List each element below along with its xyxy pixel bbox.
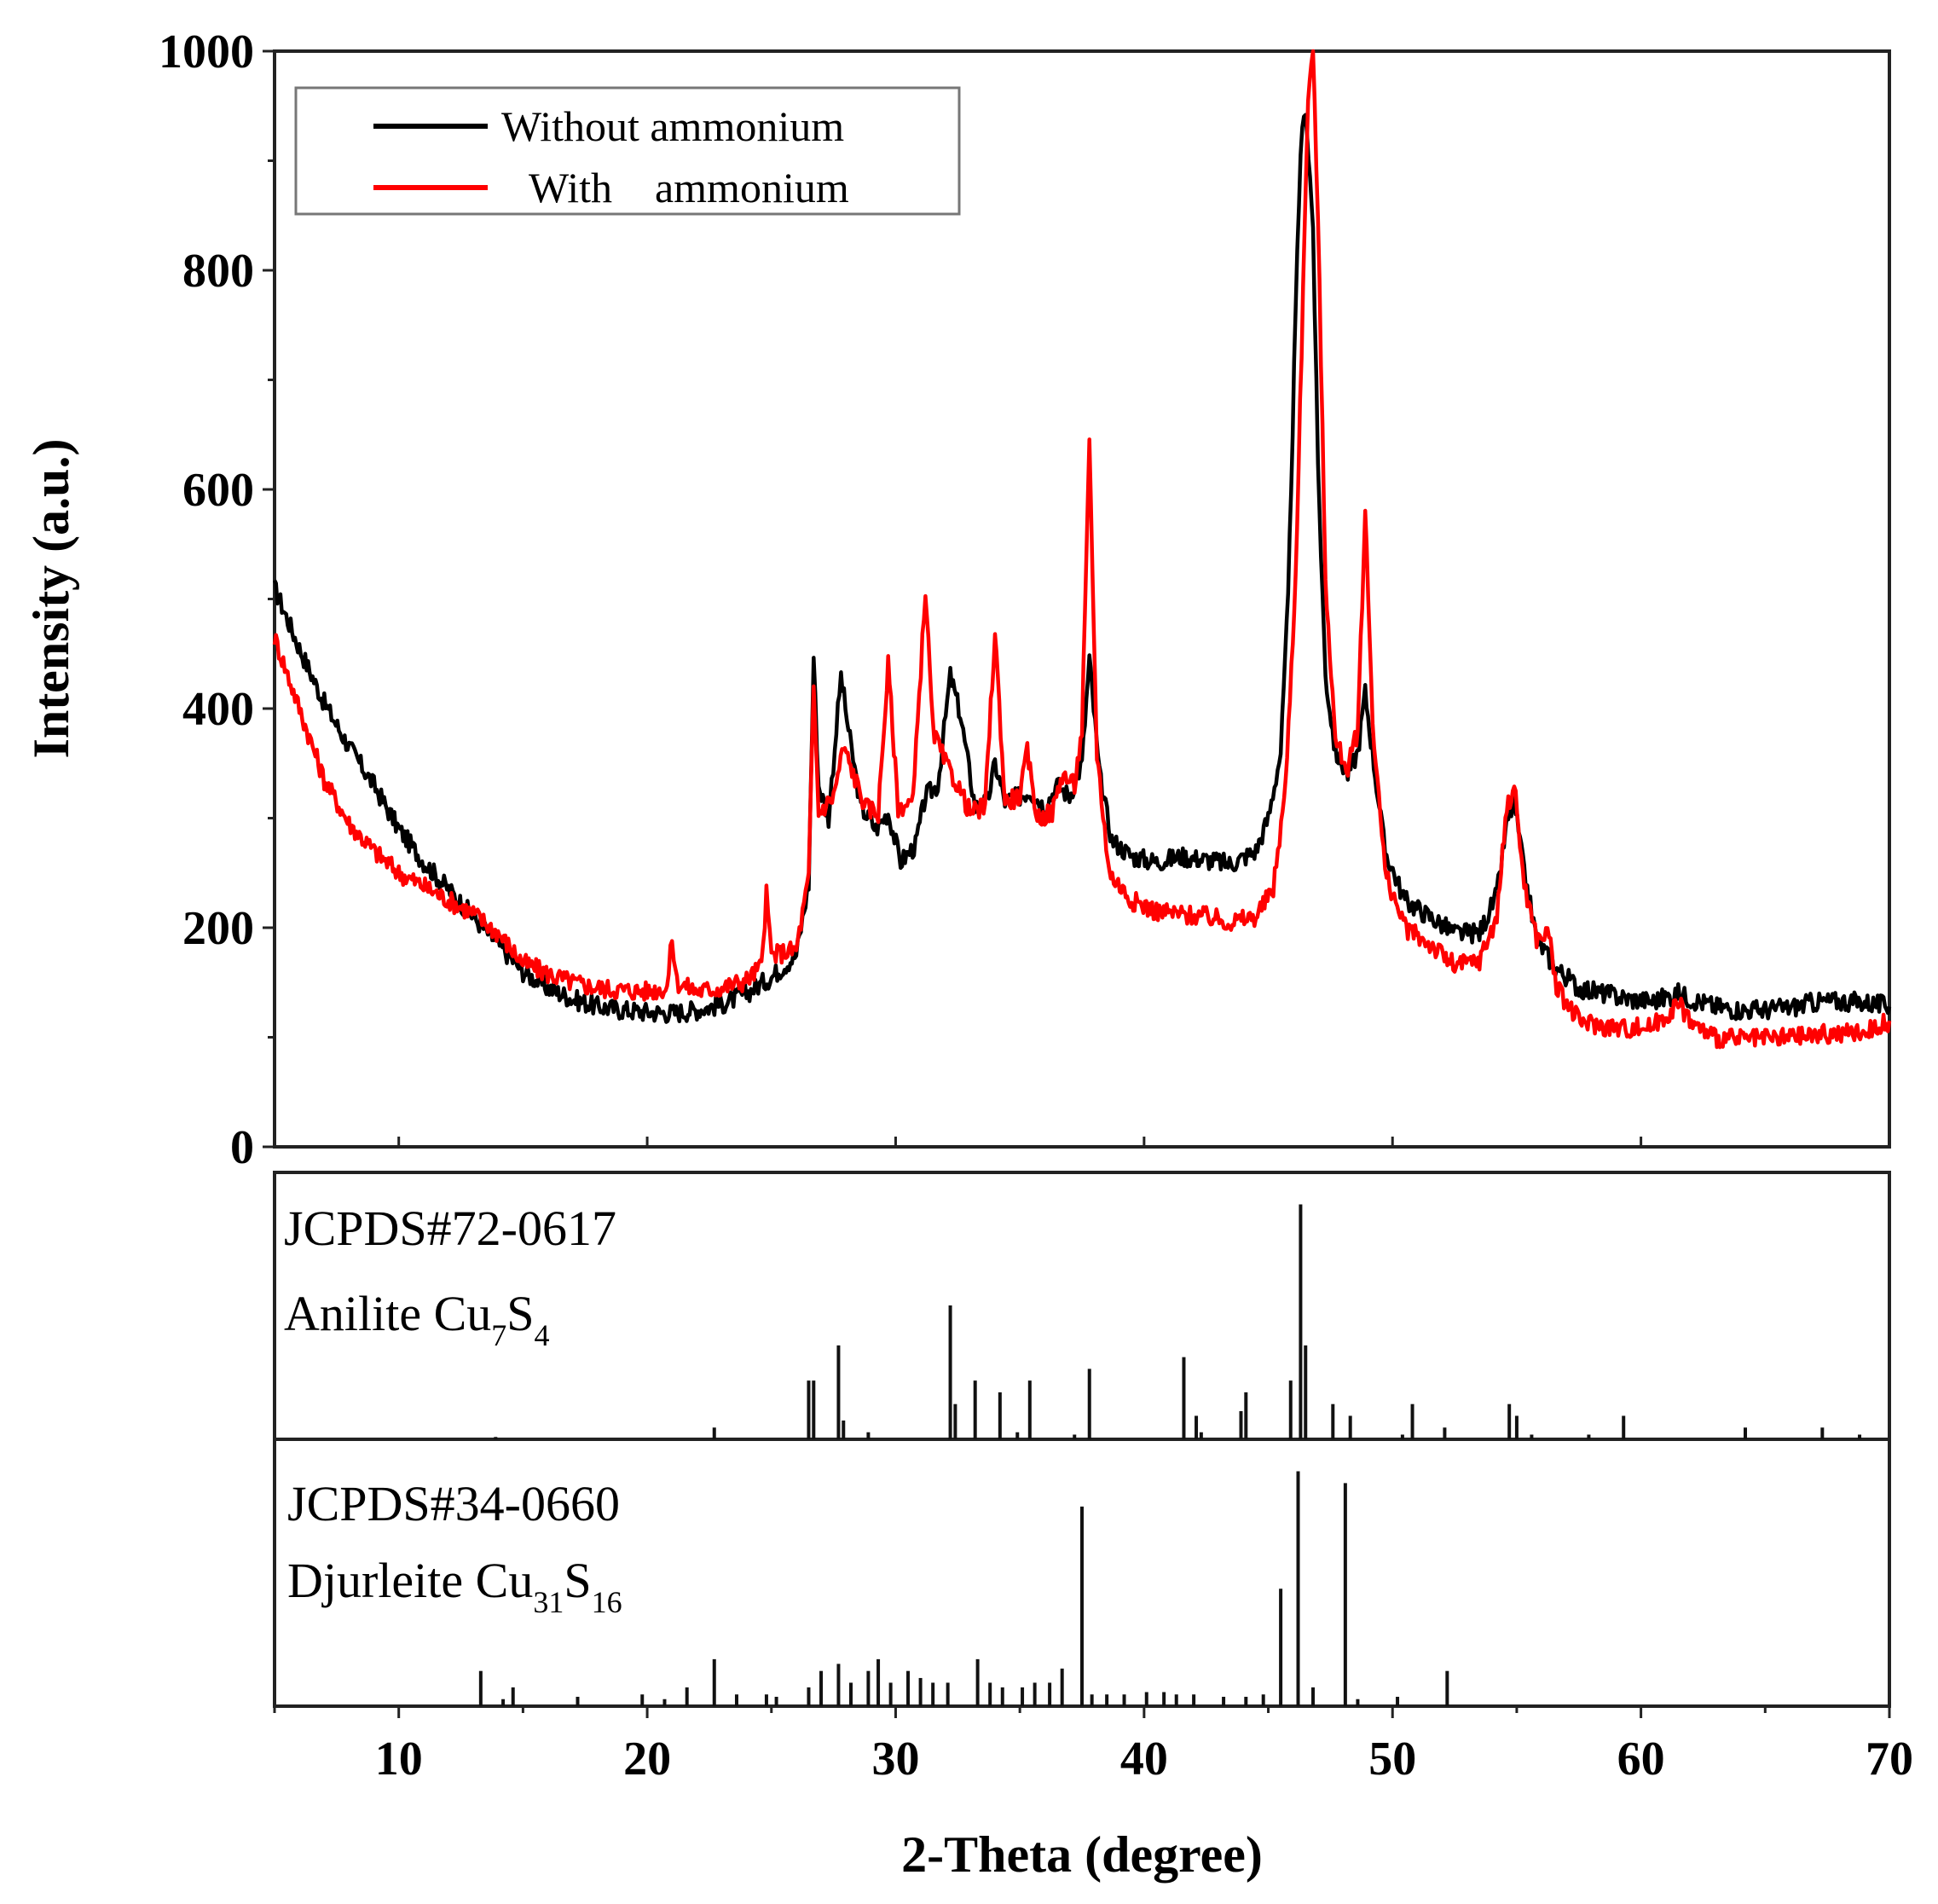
y-tick-label: 400	[182, 683, 254, 736]
djurleite-jcpds-label: JCPDS#34-0660	[287, 1476, 620, 1531]
x-tick-label: 40	[1120, 1733, 1168, 1785]
x-tick-label: 60	[1617, 1733, 1665, 1785]
x-axis-ticks: 10 20 30 40 50 60 70	[273, 1137, 1913, 1785]
y-axis-title: Intensity (a.u.)	[23, 438, 79, 758]
y-tick-label: 800	[182, 245, 254, 298]
y-tick-label: 0	[230, 1121, 254, 1174]
x-tick-label: 50	[1368, 1733, 1416, 1785]
legend-box	[294, 86, 961, 216]
reference-label-djurleite: JCPDS#34-0660 Djurleite Cu31S16	[287, 1476, 622, 1619]
legend: Without ammonium With ammonium	[294, 86, 961, 216]
anilite-formula-label: Anilite Cu7S4	[284, 1286, 550, 1352]
x-tick-label: 70	[1866, 1733, 1913, 1785]
series-line-with-ammonium	[272, 49, 1892, 1050]
legend-label-without-ammonium: Without ammonium	[501, 102, 844, 150]
djurleite-formula-label: Djurleite Cu31S16	[287, 1553, 622, 1619]
main-plot-frame	[273, 49, 1891, 1149]
y-tick-label: 600	[182, 464, 254, 517]
x-axis-title: 2-Theta (degree)	[901, 1826, 1263, 1883]
reference-lines-layer	[478, 1204, 1862, 1706]
y-tick-label: 200	[182, 902, 254, 955]
series-layer	[272, 49, 1892, 1050]
x-tick-label: 10	[375, 1733, 423, 1785]
anilite-jcpds-label: JCPDS#72-0617	[284, 1201, 616, 1256]
x-tick-label: 30	[871, 1733, 919, 1785]
reference-label-anilite: JCPDS#72-0617 Anilite Cu7S4	[284, 1201, 616, 1352]
legend-label-with-ammonium: With ammonium	[529, 164, 849, 211]
y-tick-label: 1000	[159, 26, 254, 78]
x-tick-label: 20	[623, 1733, 671, 1785]
y-axis-ticks: 0 200 400 600 800 1000	[159, 26, 275, 1174]
series-line-without-ammonium	[272, 113, 1892, 1024]
